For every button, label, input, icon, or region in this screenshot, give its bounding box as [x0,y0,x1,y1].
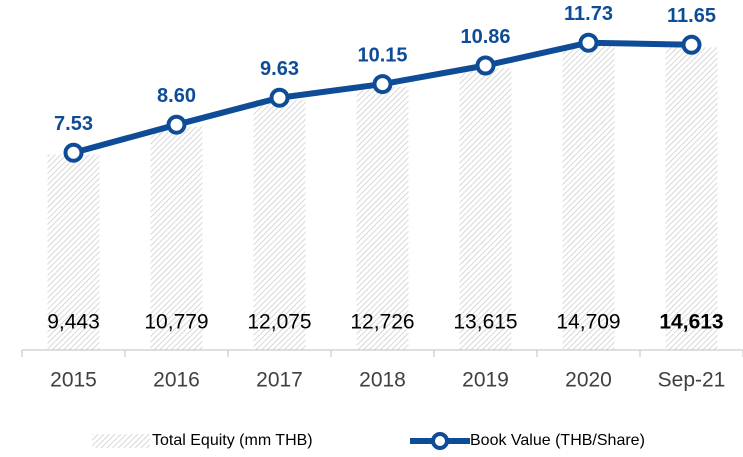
line-marker [166,114,187,135]
line-value-label: 11.65 [667,5,716,27]
bar-value-label: 9,443 [47,311,100,334]
line-value-label: 8.60 [157,85,196,107]
line-marker [372,74,393,95]
bar-value-label: 12,075 [247,311,311,334]
line-value-label: 11.73 [564,3,613,25]
legend-label: Book Value (THB/Share) [470,432,645,449]
legend-swatch [92,434,150,448]
line-marker [269,87,290,108]
legend-label: Total Equity (mm THB) [152,432,313,449]
bar [253,99,306,351]
x-tick-label: Sep-21 [658,369,726,392]
line-marker [475,55,496,76]
bar-value-label: 13,615 [453,311,517,334]
bar-value-label: 12,726 [350,311,414,334]
bar [665,47,718,351]
bar-value-label: 10,779 [144,311,208,334]
line-marker [681,34,702,55]
x-tick-label: 2015 [50,369,97,392]
bar [47,154,100,350]
bar [562,45,615,351]
bar [459,68,512,351]
x-tick-label: 2018 [359,369,406,392]
bar-value-label: 14,709 [556,311,620,334]
bar [150,126,203,351]
x-tick-label: 2020 [565,369,612,392]
line-value-label: 10.86 [460,26,510,48]
x-tick-label: 2016 [153,369,200,392]
bar [356,86,409,350]
line-marker [578,32,599,53]
line-value-label: 7.53 [54,113,93,135]
line-value-label: 9.63 [260,58,299,80]
legend-swatch [431,432,449,450]
x-tick-label: 2017 [256,369,303,392]
line-value-label: 10.15 [357,44,407,66]
bar-value-label: 14,613 [659,311,723,334]
x-tick-label: 2019 [462,369,509,392]
line-marker [63,142,84,163]
